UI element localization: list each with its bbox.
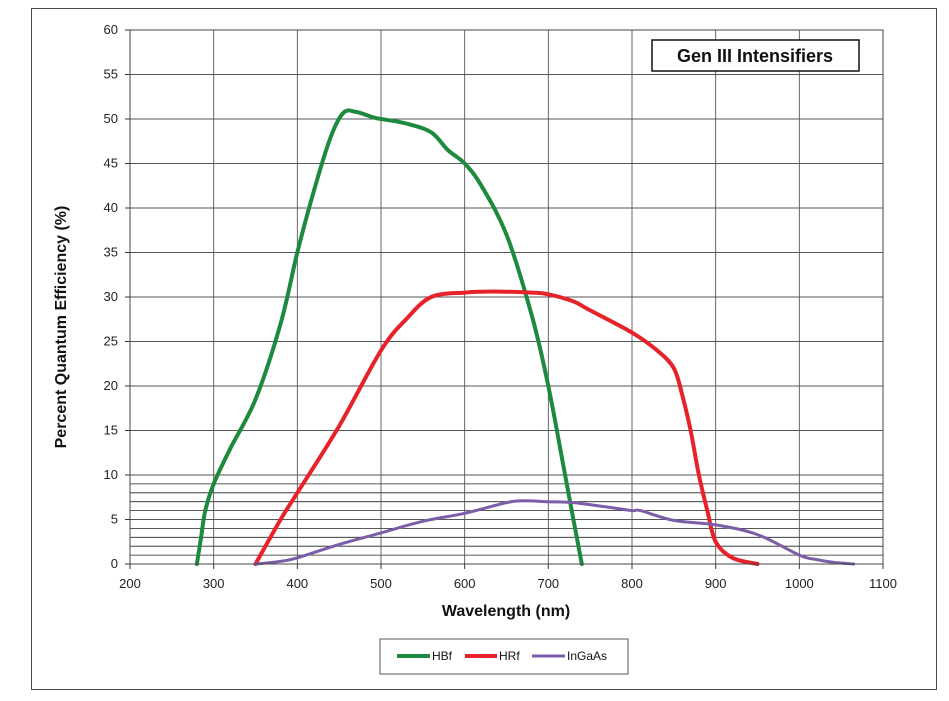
x-tick-label: 1100 [869,576,897,591]
series-layer [194,108,856,566]
plot-border [129,29,884,565]
y-tick-label: 35 [104,245,118,260]
y-tick-label: 20 [104,378,118,393]
x-tick-label: 600 [454,576,476,591]
x-tick-label: 1000 [785,576,814,591]
y-tick-label: 40 [104,200,118,215]
legend-label-hrf: HRf [499,649,520,663]
chart-title-box: Gen III Intensifiers [651,39,860,72]
x-tick-label: 800 [621,576,643,591]
x-axis-title: Wavelength (nm) [442,603,570,620]
legend-label-hbf: HBf [432,649,453,663]
grid-layer [129,29,884,565]
axes-layer [125,29,884,569]
y-tick-label: 0 [111,556,118,571]
y-tick-label: 15 [104,423,118,438]
y-tick-label: 55 [104,67,118,82]
chart-title: Gen III Intensifiers [677,46,833,66]
series-line-hbf [194,108,584,566]
series-line-hrf [253,289,760,566]
y-tick-label: 25 [104,334,118,349]
y-tick-label: 50 [104,111,118,126]
x-tick-label: 900 [705,576,727,591]
y-tick-label: 30 [104,289,118,304]
y-tick-label: 45 [104,156,118,171]
y-tick-label: 5 [111,512,118,527]
x-tick-label: 500 [370,576,392,591]
x-tick-label: 400 [286,576,308,591]
series-line-ingaas [254,499,856,566]
y-tick-label: 10 [104,467,118,482]
legend-label-ingaas: InGaAs [567,649,607,663]
y-axis-title: Percent Quantum Efficiency (%) [53,206,70,449]
x-tick-label: 200 [119,576,141,591]
labels-layer: 0 5 10 15 20 25 30 35 40 45 50 55 60 200 300 400 500 600 7… [104,22,897,591]
chart-frame [31,8,937,690]
y-tick-label: 60 [104,22,118,37]
legend: HBf HRf InGaAs [379,638,629,675]
x-tick-label: 300 [203,576,225,591]
x-tick-label: 700 [537,576,559,591]
